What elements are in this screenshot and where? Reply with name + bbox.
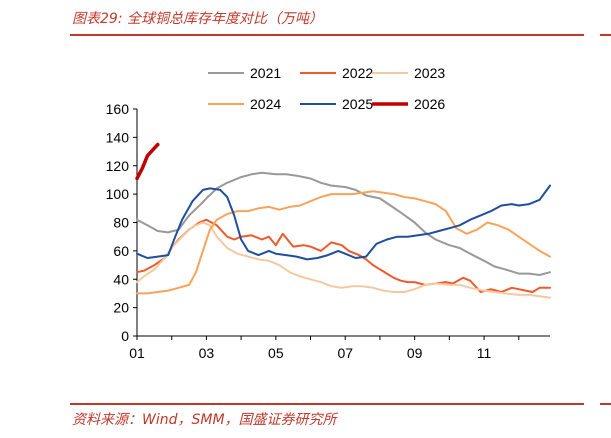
series-line-2022 xyxy=(136,218,551,293)
chart-title: 图表29: 全球铜总库存年度对比（万吨） xyxy=(72,11,323,27)
series-line-2024 xyxy=(136,190,551,295)
series-group xyxy=(135,142,551,299)
legend-label-2026: 2026 xyxy=(414,96,445,112)
x-tick-label: 03 xyxy=(199,345,215,361)
legend-label-2024: 2024 xyxy=(250,96,281,112)
y-tick-label: 140 xyxy=(106,129,130,145)
x-tick-label: 01 xyxy=(129,345,145,361)
x-tick-label: 07 xyxy=(337,345,353,361)
y-tick-label: 40 xyxy=(113,271,129,287)
y-tick-label: 80 xyxy=(113,215,129,231)
legend-label-2022: 2022 xyxy=(342,65,373,81)
series-line-2025 xyxy=(136,184,551,261)
y-tick-label: 160 xyxy=(106,101,130,117)
top-rule-stub xyxy=(600,34,611,36)
y-tick-label: 100 xyxy=(106,186,130,202)
x-tick-label: 05 xyxy=(268,345,284,361)
y-tick-label: 60 xyxy=(113,243,129,259)
y-tick-label: 0 xyxy=(121,328,129,344)
y-tick-label: 120 xyxy=(106,158,130,174)
axes: 0 20 40 60 80 100 120 140 160 01 03 05 07 09 11 xyxy=(106,101,550,361)
legend: 2021 2022 2023 2024 2025 2026 xyxy=(208,65,445,112)
source-note: 资料来源：Wind，SMM，国盛证券研究所 xyxy=(72,412,337,428)
series-line-2026 xyxy=(135,142,160,181)
bottom-rule-stub xyxy=(600,403,611,405)
legend-label-2023: 2023 xyxy=(414,65,445,81)
y-tick-label: 20 xyxy=(113,300,129,316)
legend-label-2021: 2021 xyxy=(250,65,281,81)
legend-label-2025: 2025 xyxy=(342,96,373,112)
x-tick-label: 09 xyxy=(407,345,423,361)
x-tick-label: 11 xyxy=(477,345,492,361)
top-rule xyxy=(70,34,584,36)
series-line-2021 xyxy=(136,171,551,276)
bottom-rule xyxy=(70,403,584,405)
series-line-2023 xyxy=(136,221,551,299)
